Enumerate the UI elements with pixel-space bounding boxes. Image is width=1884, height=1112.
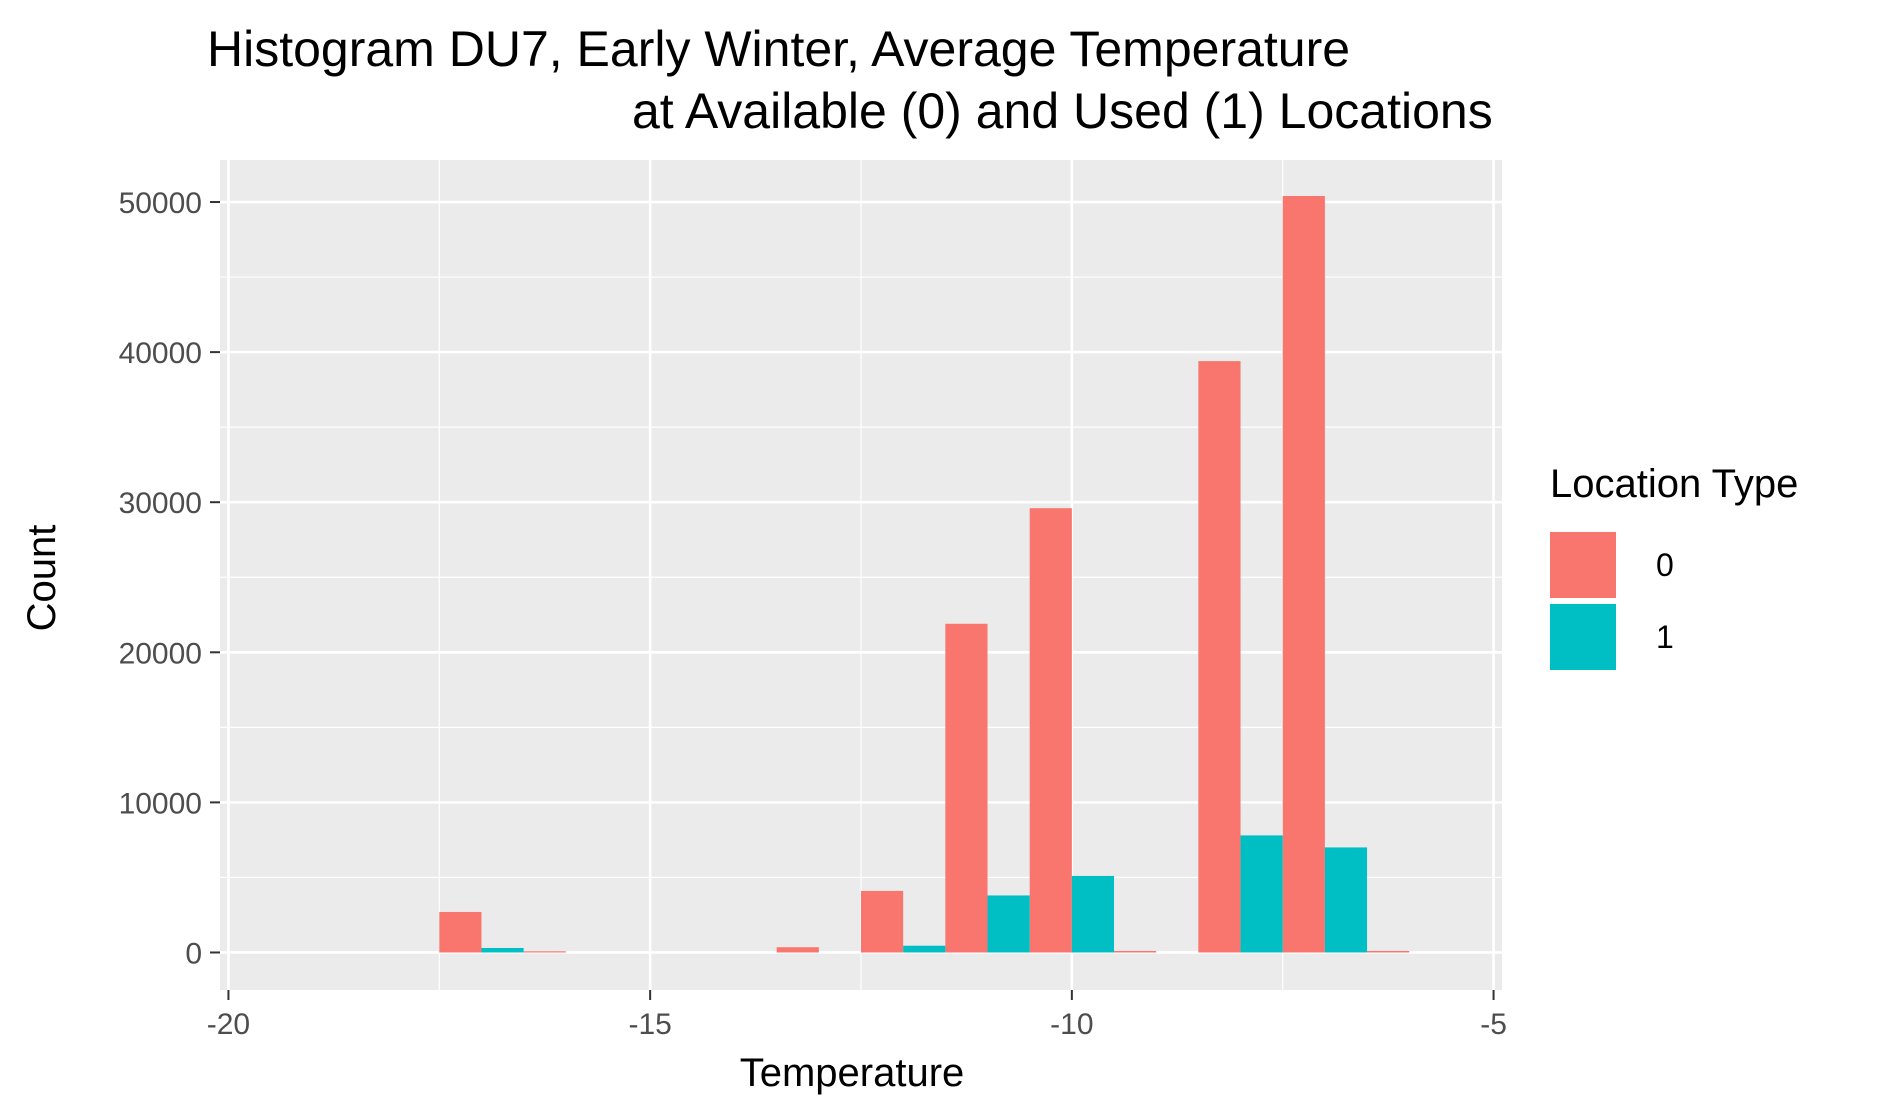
bar-series-1: [1240, 835, 1283, 953]
x-tick-label: -5: [1480, 1008, 1507, 1041]
bar-series-1: [481, 947, 524, 953]
y-tick-label: 0: [185, 937, 202, 970]
legend-label-0: 0: [1656, 546, 1674, 583]
legend-key-0: [1550, 532, 1616, 598]
bar-series-0: [1198, 361, 1241, 953]
y-tick-label: 30000: [119, 487, 202, 520]
chart-title: Histogram DU7, Early Winter, Average Tem…: [207, 21, 1351, 77]
x-tick-label: -15: [628, 1008, 671, 1041]
x-tick-label: -20: [207, 1008, 250, 1041]
bar-series-1: [987, 895, 1030, 953]
bar-series-0: [523, 951, 566, 953]
bar-series-0: [945, 623, 988, 953]
y-axis-label: Count: [20, 525, 64, 632]
bar-series-0: [861, 890, 904, 953]
bar-series-0: [1029, 508, 1072, 953]
y-tick-label: 10000: [119, 787, 202, 820]
legend-key-1: [1550, 604, 1616, 670]
bar-series-1: [1071, 875, 1115, 953]
y-tick-label: 40000: [119, 337, 202, 370]
bar-series-1: [903, 945, 946, 953]
legend-title: Location Type: [1550, 462, 1799, 506]
legend-item-0: 0: [1550, 529, 1798, 601]
legend: Location Type 0 1: [1550, 462, 1798, 673]
bars: [439, 196, 1410, 953]
y-tick-label: 20000: [119, 637, 202, 670]
legend-item-1: 1: [1550, 601, 1798, 673]
x-tick-label: -10: [1050, 1008, 1093, 1041]
x-axis-label: Temperature: [740, 1051, 965, 1095]
bar-series-0: [1367, 950, 1410, 953]
axes: -20 -15 -10 -5 0 10000 20000 30000 40000 50000: [119, 187, 1507, 1041]
bar-series-0: [439, 911, 482, 953]
y-tick-label: 50000: [119, 187, 202, 220]
bar-series-0: [776, 947, 819, 953]
bar-series-1: [1324, 847, 1368, 953]
bar-series-0: [1114, 950, 1157, 953]
legend-label-1: 1: [1656, 618, 1674, 655]
chart-subtitle: at Available (0) and Used (1) Locations: [632, 83, 1493, 139]
bar-series-0: [1282, 196, 1325, 953]
